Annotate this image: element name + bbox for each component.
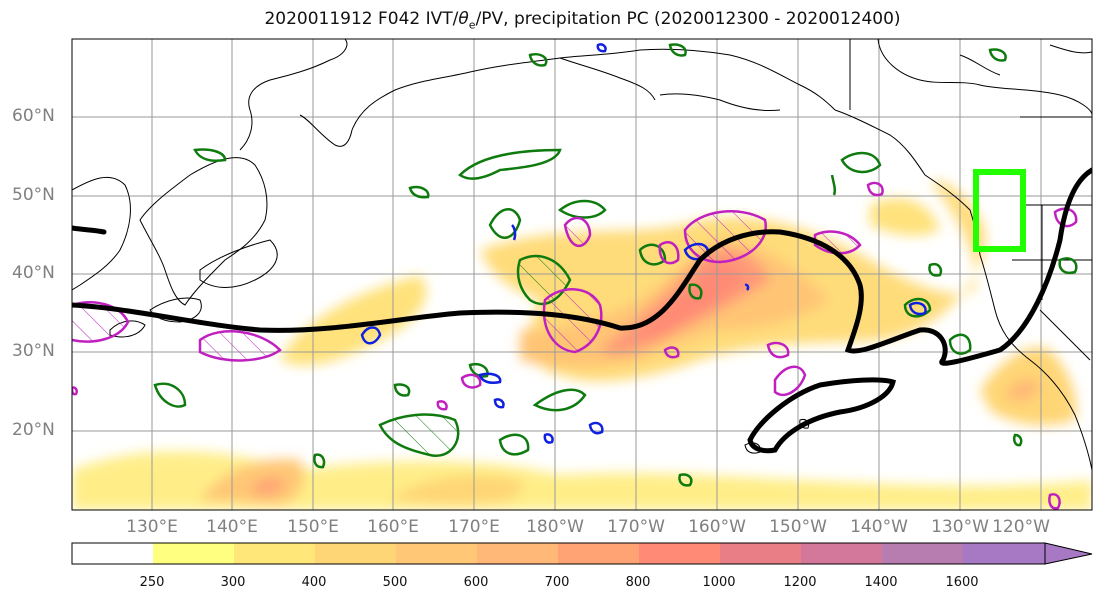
lon-label-140e: 140°E (206, 517, 258, 537)
colorbar-tick-700: 700 (544, 575, 570, 590)
colorbar-segment (882, 543, 964, 564)
magenta-contours (72, 181, 1078, 510)
colorbar-segment (234, 543, 316, 564)
lon-label-120w: 120°W (992, 517, 1050, 537)
colorbar-segment (720, 543, 802, 564)
colorbar-segment (801, 543, 883, 564)
coastlines (72, 39, 1092, 471)
colorbar-extend-arrow (1044, 542, 1093, 565)
target-region-box (973, 169, 1026, 252)
lon-label-130e: 130°E (126, 517, 178, 537)
colorbar (71, 542, 1093, 565)
colorbar-segment (558, 543, 640, 564)
ivt-shading (72, 180, 1092, 510)
lat-label-20n: 20°N (12, 420, 55, 440)
lon-label-170e: 170°E (448, 517, 500, 537)
lon-label-150w: 150°W (769, 517, 827, 537)
lon-label-180w: 180°W (526, 517, 584, 537)
lat-label-40n: 40°N (12, 263, 55, 283)
colorbar-tick-300: 300 (220, 575, 246, 590)
colorbar-tick-500: 500 (382, 575, 408, 590)
colorbar-segment (639, 543, 721, 564)
colorbar-segment (477, 543, 559, 564)
colorbar-segment (963, 543, 1045, 564)
lat-label-50n: 50°N (12, 185, 55, 205)
colorbar-segment (396, 543, 478, 564)
lat-label-30n: 30°N (12, 341, 55, 361)
lon-label-170w: 170°W (607, 517, 665, 537)
colorbar-segment (72, 543, 154, 564)
lon-label-160e: 160°E (367, 517, 419, 537)
colorbar-tick-250: 250 (139, 575, 165, 590)
colorbar-tick-1000: 1000 (702, 575, 736, 590)
colorbar-tick-1400: 1400 (864, 575, 898, 590)
colorbar-segment (315, 543, 397, 564)
lat-label-60n: 60°N (12, 106, 55, 126)
colorbar-tick-600: 600 (463, 575, 489, 590)
colorbar-segment (153, 543, 235, 564)
colorbar-tick-1600: 1600 (945, 575, 979, 590)
map-content (72, 39, 1092, 510)
figure-title: 2020011912 F042 IVT/θe/PV, precipitation… (264, 9, 901, 32)
colorbar-frame (71, 542, 1046, 565)
colorbar-tick-1200: 1200 (783, 575, 817, 590)
pv-contour (72, 167, 1092, 454)
colorbar-tick-800: 800 (625, 575, 651, 590)
ivt-shading-core (250, 249, 1040, 495)
lon-label-150e: 150°E (287, 517, 339, 537)
map-frame (71, 38, 1093, 511)
lon-label-140w: 140°W (850, 517, 908, 537)
lon-label-160w: 160°W (688, 517, 746, 537)
lon-label-130w: 130°W (931, 517, 989, 537)
colorbar-tick-400: 400 (301, 575, 327, 590)
